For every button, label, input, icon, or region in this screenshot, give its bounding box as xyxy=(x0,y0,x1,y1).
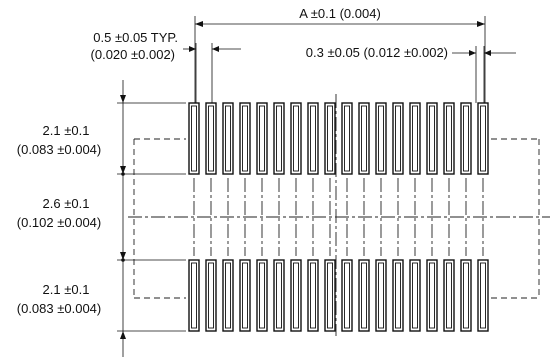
pad-bottom xyxy=(205,259,217,332)
pad-top xyxy=(341,102,353,175)
pad-bottom xyxy=(375,259,387,332)
pad-bottom xyxy=(324,259,336,332)
pad-bottom xyxy=(392,259,404,332)
gap-label-imperial: (0.102 ±0.004) xyxy=(17,215,101,230)
pad-bottom xyxy=(477,259,489,332)
pad-row-top xyxy=(188,102,489,175)
pad-bottom xyxy=(460,259,472,332)
pad-top xyxy=(392,102,404,175)
pad-top xyxy=(426,102,438,175)
pad-top xyxy=(205,102,217,175)
pad-width-label: 0.3 ±0.05 (0.012 ±0.002) xyxy=(306,45,448,60)
pad-top xyxy=(256,102,268,175)
top-pad-length-label: 2.1 ±0.1 xyxy=(43,123,90,138)
pad-gap-lines xyxy=(193,178,484,256)
pad-top xyxy=(409,102,421,175)
gap-label: 2.6 ±0.1 xyxy=(43,196,90,211)
pad-bottom xyxy=(358,259,370,332)
pad-row-bottom xyxy=(188,259,489,332)
pad-bottom xyxy=(409,259,421,332)
pad-bottom xyxy=(239,259,251,332)
pad-top xyxy=(460,102,472,175)
pad-top xyxy=(273,102,285,175)
pad-bottom xyxy=(290,259,302,332)
pad-top xyxy=(222,102,234,175)
pitch-label: 0.5 ±0.05 TYP. xyxy=(93,30,178,45)
pad-bottom xyxy=(222,259,234,332)
pad-bottom xyxy=(426,259,438,332)
pad-bottom xyxy=(256,259,268,332)
package-outline xyxy=(133,138,540,299)
pad-top xyxy=(443,102,455,175)
pad-bottom xyxy=(341,259,353,332)
pad-bottom xyxy=(273,259,285,332)
pad-bottom xyxy=(443,259,455,332)
pad-top xyxy=(375,102,387,175)
pad-top xyxy=(290,102,302,175)
top-pad-length-label-imperial: (0.083 ±0.004) xyxy=(17,142,101,157)
pad-top xyxy=(307,102,319,175)
pitch-dimension: 0.5 ±0.05 TYP. (0.020 ±0.002) xyxy=(91,30,241,103)
pad-width-dimension: 0.3 ±0.05 (0.012 ±0.002) xyxy=(306,45,516,103)
pad-top xyxy=(239,102,251,175)
overall-width-label: A ±0.1 (0.004) xyxy=(299,6,381,21)
pad-top xyxy=(358,102,370,175)
vertical-dimension-chain xyxy=(117,80,186,357)
pad-bottom xyxy=(307,259,319,332)
bottom-pad-length-label-imperial: (0.083 ±0.004) xyxy=(17,301,101,316)
bottom-pad-length-label: 2.1 ±0.1 xyxy=(43,282,90,297)
pitch-label-imperial: (0.020 ±0.002) xyxy=(91,47,175,62)
pad-top xyxy=(477,102,489,175)
pad-top xyxy=(188,102,200,175)
pad-bottom xyxy=(188,259,200,332)
overall-width-dimension: A ±0.1 (0.004) xyxy=(194,6,486,103)
pad-top xyxy=(324,102,336,175)
